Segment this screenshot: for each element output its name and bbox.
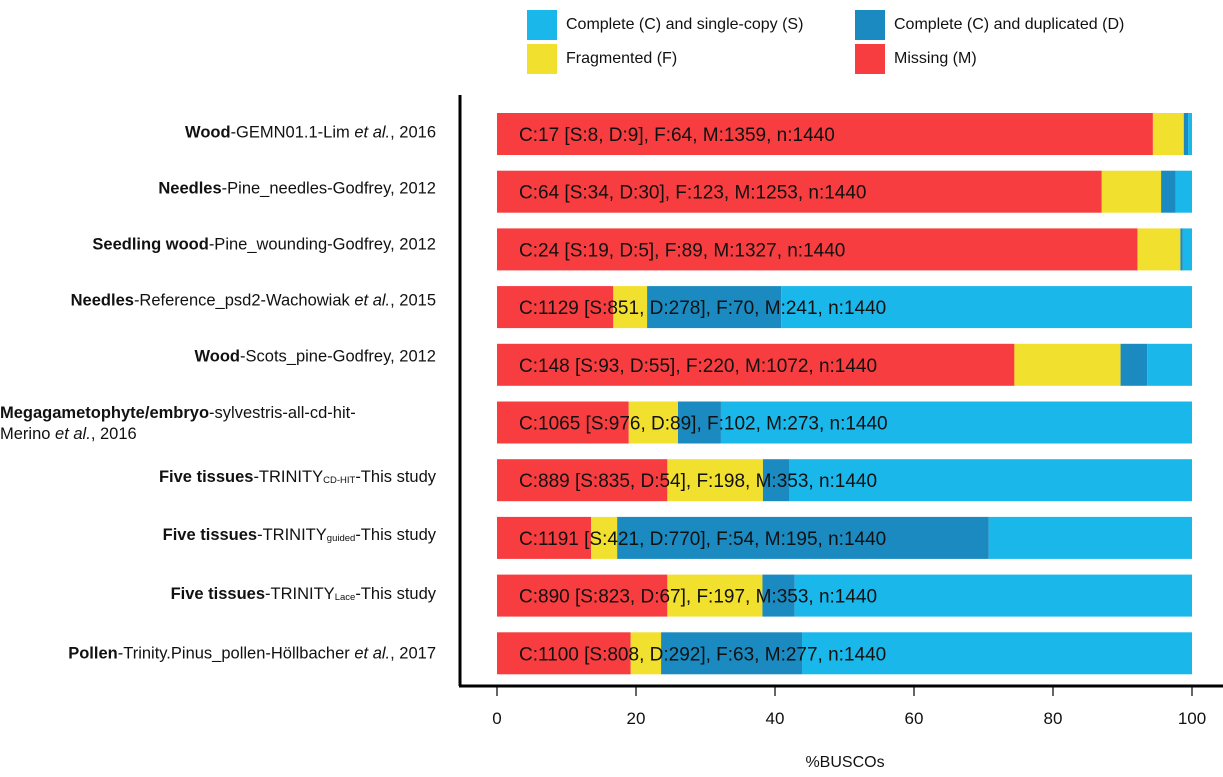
bar-annotation-row-3: C:24 [S:19, D:5], F:89, M:1327, n:1440 (519, 240, 845, 261)
y-label-row-7: Five tissues-TRINITYCD-HIT-This study (158, 468, 436, 486)
bar-segment-complete-c-and-duplicated-d-row-1 (1183, 113, 1189, 155)
legend-swatch-fragmented (527, 44, 557, 74)
bar-segment-fragmented-f-row-7 (667, 459, 763, 502)
bar-segment-complete-c-and-duplicated-d-row-10 (661, 632, 803, 675)
legend: Complete (C) and single-copy (S) Complet… (0, 0, 1223, 80)
bar-segment-fragmented-f-row-1 (1152, 113, 1184, 155)
bar-annotation-row-6: C:1065 [S:976, D:89], F:102, M:273, n:14… (519, 414, 888, 435)
bar-segment-complete-c-and-single-copy-s-row-1 (1188, 113, 1192, 155)
bar-annotation-row-1: C:17 [S:8, D:9], F:64, M:1359, n:1440 (519, 125, 835, 146)
bar-segment-fragmented-f-row-2 (1101, 170, 1162, 213)
bar-segment-complete-c-and-single-copy-s-row-10 (802, 632, 1192, 675)
bar-segment-missing-m-row-2 (497, 170, 1102, 213)
bar-segment-fragmented-f-row-8 (591, 516, 618, 559)
bar-segment-missing-m-row-4 (497, 286, 614, 329)
legend-label-fragmented: Fragmented (F) (566, 50, 678, 67)
x-tick-label-100: 100 (1178, 709, 1206, 728)
bar-segment-complete-c-and-duplicated-d-row-5 (1120, 343, 1148, 386)
x-tick-label-60: 60 (905, 709, 924, 728)
bar-segment-complete-c-and-single-copy-s-row-2 (1175, 170, 1192, 213)
bar-segment-fragmented-f-row-3 (1137, 228, 1181, 271)
bar-segment-complete-c-and-single-copy-s-row-9 (794, 574, 1192, 617)
bar-segment-complete-c-and-duplicated-d-row-6 (677, 401, 721, 444)
bar-segment-missing-m-row-5 (497, 343, 1015, 386)
bar-segment-complete-c-and-duplicated-d-row-9 (762, 574, 795, 617)
x-axis-title: %BUSCOs (805, 754, 885, 771)
bar-segment-complete-c-and-single-copy-s-row-8 (988, 516, 1192, 559)
x-tick-label-40: 40 (766, 709, 785, 728)
y-label-row-5: Wood-Scots_pine-Godfrey, 2012 (194, 347, 437, 366)
bar-segment-missing-m-row-7 (497, 459, 668, 502)
x-tick-label-0: 0 (492, 709, 501, 728)
legend-swatch-duplicated (855, 10, 885, 40)
y-label-row-4: Needles-Reference_psd2-Wachowiak et al.,… (70, 291, 436, 310)
legend-label-duplicated: Complete (C) and duplicated (D) (894, 16, 1125, 33)
bar-annotation-row-10: C:1100 [S:808, D:292], F:63, M:277, n:14… (519, 644, 886, 665)
bar-segment-complete-c-and-duplicated-d-row-8 (617, 516, 989, 559)
legend-item-single-copy: Complete (C) and single-copy (S) (527, 10, 803, 40)
bar-segment-complete-c-and-duplicated-d-row-7 (762, 459, 789, 502)
y-label-row-10: Pollen-Trinity.Pinus_pollen-Höllbacher e… (68, 644, 436, 663)
bar-segment-complete-c-and-single-copy-s-row-4 (781, 286, 1192, 329)
y-label-row-8: Five tissues-TRINITYguided-This study (162, 526, 436, 544)
bar-segment-complete-c-and-duplicated-d-row-4 (647, 286, 782, 329)
bar-segment-missing-m-row-3 (497, 228, 1138, 271)
y-label-row-3: Seedling wood-Pine_wounding-Godfrey, 201… (92, 235, 436, 254)
y-label-row-9: Five tissues-TRINITYLace-This study (170, 585, 436, 603)
bar-segment-fragmented-f-row-10 (630, 632, 662, 675)
bar-segment-fragmented-f-row-5 (1014, 343, 1121, 386)
bar-segment-missing-m-row-9 (497, 574, 668, 617)
legend-swatch-single-copy (527, 10, 557, 40)
legend-item-duplicated: Complete (C) and duplicated (D) (855, 10, 1124, 40)
bar-segment-missing-m-row-6 (497, 401, 629, 444)
bar-annotation-row-7: C:889 [S:835, D:54], F:198, M:353, n:144… (519, 471, 877, 492)
legend-item-fragmented: Fragmented (F) (527, 44, 677, 74)
x-tick-label-80: 80 (1044, 709, 1063, 728)
bar-annotation-row-4: C:1129 [S:851, D:278], F:70, M:241, n:14… (519, 298, 886, 319)
bar-annotation-row-5: C:148 [S:93, D:55], F:220, M:1072, n:144… (519, 356, 877, 377)
y-label-row-2: Needles-Pine_needles-Godfrey, 2012 (158, 179, 436, 198)
bar-segment-fragmented-f-row-6 (628, 401, 678, 444)
bar-segment-complete-c-and-single-copy-s-row-6 (720, 401, 1192, 444)
bar-segment-missing-m-row-10 (497, 632, 631, 675)
bar-segment-complete-c-and-single-copy-s-row-5 (1147, 343, 1192, 386)
bar-segment-fragmented-f-row-4 (613, 286, 648, 329)
legend-label-missing: Missing (M) (894, 50, 977, 67)
bar-segment-complete-c-and-duplicated-d-row-2 (1161, 170, 1176, 213)
bar-annotation-row-2: C:64 [S:34, D:30], F:123, M:1253, n:1440 (519, 183, 867, 204)
bar-segment-complete-c-and-duplicated-d-row-3 (1180, 228, 1183, 271)
legend-label-single-copy: Complete (C) and single-copy (S) (566, 16, 804, 33)
bar-segment-missing-m-row-1 (497, 113, 1153, 155)
x-tick-label-20: 20 (627, 709, 646, 728)
bar-segment-fragmented-f-row-9 (667, 574, 763, 617)
bar-segment-complete-c-and-single-copy-s-row-3 (1182, 228, 1192, 271)
y-axis-labels: Wood-GEMN01.1-Lim et al., 2016 Needles-P… (0, 0, 450, 700)
legend-swatch-missing (855, 44, 885, 74)
legend-item-missing: Missing (M) (855, 44, 977, 74)
bar-annotation-row-9: C:890 [S:823, D:67], F:197, M:353, n:144… (519, 587, 877, 608)
bar-segment-complete-c-and-single-copy-s-row-7 (788, 459, 1192, 502)
bar-segment-missing-m-row-8 (497, 516, 592, 559)
bar-annotation-row-8: C:1191 [S:421, D:770], F:54, M:195, n:14… (519, 529, 886, 550)
y-label-row-1: Wood-GEMN01.1-Lim et al., 2016 (185, 123, 436, 142)
y-label-row-6: Megagametophyte/embryo-sylvestris-all-cd… (0, 404, 356, 443)
